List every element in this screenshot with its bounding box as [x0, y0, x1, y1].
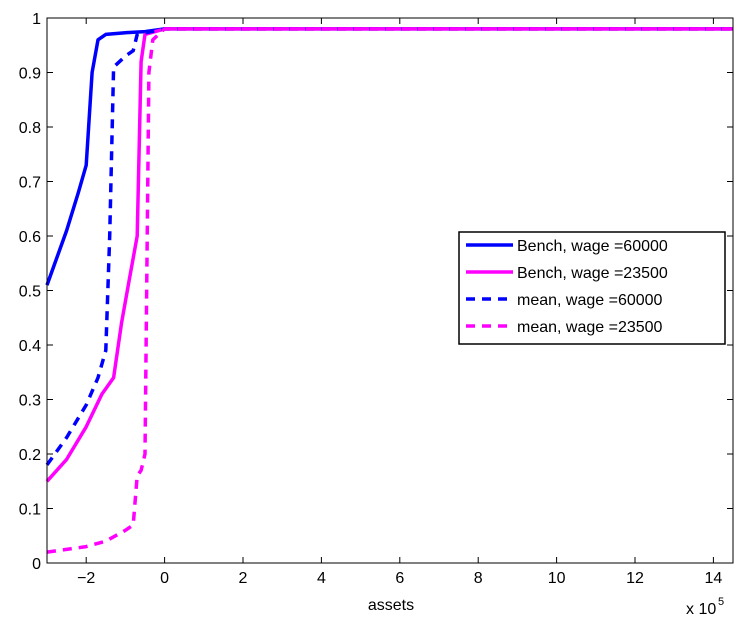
y-tick-label: 0.3 — [19, 393, 41, 410]
y-axis: 0 0.1 0.2 0.3 0.4 0.5 0.6 0.7 0.8 0.9 1 — [19, 11, 733, 573]
series-line-3 — [45, 27, 733, 466]
y-tick-label: 0.5 — [19, 284, 41, 301]
x-multiplier-label: x 10 — [686, 601, 716, 618]
y-tick-label: 0.8 — [19, 120, 41, 137]
legend: Bench, wage =60000 Bench, wage =23500 mean… — [458, 231, 726, 345]
series-layer — [45, 27, 733, 554]
legend-label: mean, wage =23500 — [517, 319, 663, 336]
x-tick-label: 0 — [160, 570, 169, 587]
x-axis: −2 0 2 4 6 8 10 12 14 — [77, 18, 722, 587]
x-axis-label: assets — [368, 597, 414, 614]
x-tick-label: 14 — [705, 570, 723, 587]
series-line-4 — [46, 27, 733, 554]
y-tick-label: 0 — [32, 556, 41, 573]
x-tick-label: 10 — [548, 570, 566, 587]
x-multiplier-exponent: 5 — [718, 596, 724, 608]
x-tick-label: 8 — [474, 570, 483, 587]
legend-label: Bench, wage =23500 — [517, 265, 668, 282]
y-tick-label: 0.6 — [19, 229, 41, 246]
x-tick-label: 6 — [395, 570, 404, 587]
x-tick-label: 2 — [239, 570, 248, 587]
y-tick-label: 0.4 — [19, 338, 41, 355]
y-tick-label: 0.7 — [19, 175, 41, 192]
y-tick-label: 0.2 — [19, 447, 41, 464]
y-tick-label: 1 — [32, 11, 41, 28]
y-tick-label: 0.1 — [19, 502, 41, 519]
x-tick-label: −2 — [77, 570, 95, 587]
legend-label: mean, wage =60000 — [517, 292, 663, 309]
legend-label: Bench, wage =60000 — [517, 238, 668, 255]
x-tick-label: 4 — [317, 570, 326, 587]
x-tick-label: 12 — [626, 570, 644, 587]
y-tick-label: 0.9 — [19, 66, 41, 83]
